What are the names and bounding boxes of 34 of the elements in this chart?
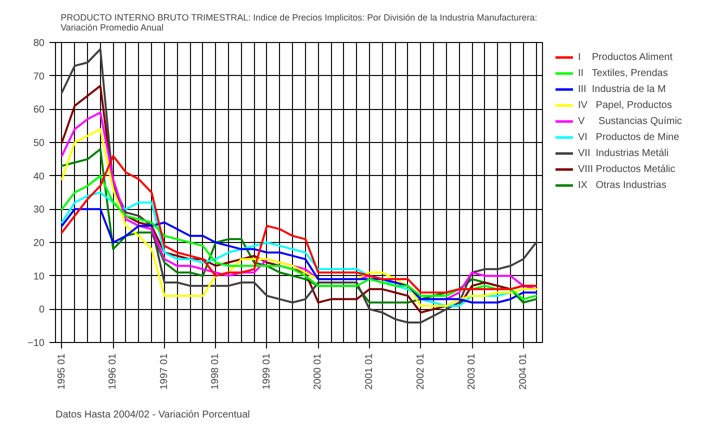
- y-tick-label: 40: [33, 171, 45, 182]
- line-series: [60, 174, 538, 300]
- legend-label: IV Papel, Productos: [578, 98, 672, 112]
- x-tick-label: 1998 01: [210, 353, 222, 390]
- y-tick-label: 70: [33, 71, 45, 82]
- x-tick-label: 1997 01: [158, 353, 170, 390]
- x-tick-label: 1995 01: [56, 353, 68, 390]
- y-tick-label: −10: [28, 338, 45, 349]
- chart-title: PRODUCTO INTERNO BRUTO TRIMESTRAL: Indice de Precios Implicitos: Por División de la Industria Manufacturera: Variación Promedio Anual: [60, 12, 538, 32]
- legend-label: VIII Productos Metálic: [578, 162, 676, 176]
- legend-label: II Textiles, Prendas: [578, 66, 668, 80]
- legend-label: I Productos Aliment: [578, 50, 672, 64]
- legend-label: III Industria de la M: [578, 82, 666, 96]
- y-tick-label: 30: [33, 204, 45, 216]
- x-tick-label: 1999 01: [261, 353, 272, 390]
- x-tick-label: 2000 01: [312, 353, 324, 390]
- text: Datos Hasta 2004/02 - Variación Porcentual: [56, 410, 250, 420]
- y-tick-label: 10: [33, 271, 45, 282]
- y-tick-label: 60: [33, 104, 45, 116]
- x-tick-label: 1996 01: [108, 353, 119, 390]
- line-series: [60, 48, 538, 324]
- legend-label: VII Industrias Metáli: [578, 146, 669, 160]
- x-tick-label: 2002 01: [415, 353, 426, 390]
- legend-label: VI Productos de Mine: [578, 130, 680, 144]
- legend-label: IX Otras Industrias: [578, 178, 666, 192]
- x-tick-label: 2004 01: [518, 353, 529, 390]
- x-tick-label: 2003 01: [466, 353, 478, 390]
- y-tick-label: 0: [38, 304, 45, 316]
- legend-label: V Sustancias Químic: [578, 114, 682, 128]
- y-tick-label: 50: [33, 138, 45, 149]
- x-tick-label: 2001 01: [364, 353, 375, 390]
- y-tick-label: 80: [33, 38, 45, 49]
- y-tick-label: 20: [33, 238, 45, 249]
- line-series: [60, 208, 538, 304]
